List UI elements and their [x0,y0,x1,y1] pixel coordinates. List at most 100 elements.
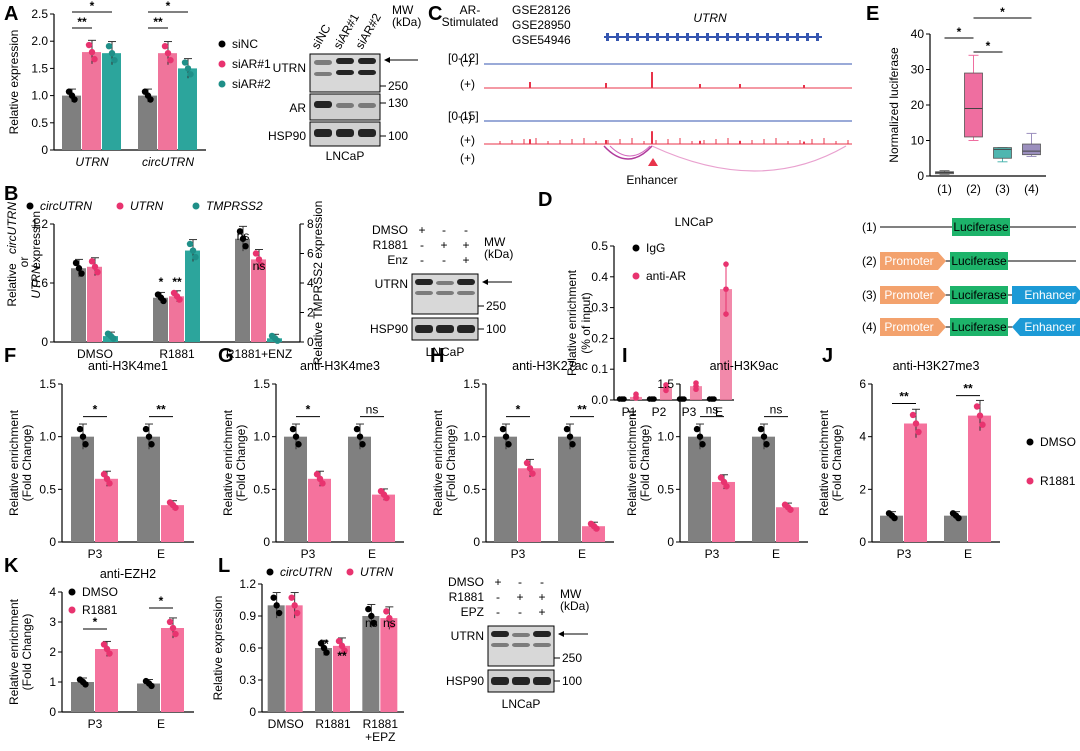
legend-dot [1026,438,1034,446]
blot-band [491,677,509,685]
mw-mark: 250 [486,299,506,313]
x-tick-label: P3 [511,547,526,561]
gene-exon [656,33,659,41]
x-tick-label: UTRN [75,155,109,169]
data-point [192,253,199,261]
mw-label: MW (kDa) [484,235,513,261]
data-point [82,681,89,688]
gene-exon [616,33,619,41]
scale-label: [0-12] [448,51,479,65]
condition-sign: + [516,590,523,604]
data-point [186,240,194,248]
data-point [757,425,765,433]
bar-circUTRN [362,616,380,712]
legend-label: TMPRSS2 [206,199,263,213]
gene-exon [786,33,789,41]
bar-circUTRN [71,268,86,342]
panel-letter-j: J [822,345,833,367]
mw-label: MW (kDa) [560,587,589,613]
promoter-block [880,252,946,270]
y-axis-label: Relative enrichment [221,409,235,516]
legend-dot [68,588,76,596]
y-tick-label-right: 6 [307,247,314,261]
legend-dot [192,202,200,210]
y-tick-label: 1.5 [31,61,48,75]
scale-label: [0-15] [448,109,479,123]
bar-UTRN [87,266,102,342]
data-point [169,624,177,632]
x-tick-label: E [964,547,972,561]
data-point [100,641,108,648]
condition-label: DMSO [372,223,408,237]
y-tick-label: 6 [859,377,866,391]
gene-exon [806,33,809,41]
legend-dot [632,272,640,280]
x-tick-label: P3 [301,547,316,561]
enhancer-block [1012,318,1080,336]
data-point [693,386,699,393]
data-point [292,433,300,440]
blot-band [336,70,354,75]
x-tick-label: E [157,717,165,731]
chromatin-loop [651,145,847,172]
data-point [172,504,179,511]
box [964,72,983,138]
x-tick-label: DMSO [77,347,113,361]
bar-DMSO [71,682,94,712]
enhancer-marker [648,158,658,166]
legend-label: circUTRN [40,199,92,213]
row-label: HSP90 [446,674,484,688]
chart-D: 0.0 0.1 0.2 0.3 0.4 0.5 Relative enrichment (% … [565,215,734,419]
legend-dot [218,40,226,48]
condition-sign: + [538,605,545,619]
sig-label: ns [706,403,719,417]
mw-mark: 250 [562,651,582,665]
sig-label: * [166,0,171,13]
bar-R1881 [161,628,184,712]
data-point [787,506,794,513]
mw-label-line: MW [392,3,414,17]
cell-line-label: LNCaP [326,149,365,163]
data-point [915,428,922,436]
luciferase-block [950,286,1008,304]
sig-label: ** [172,275,182,289]
chart-title: anti-H3K4me3 [300,359,380,373]
track-strand: (+) [460,133,475,147]
sig-label: * [93,615,98,629]
y-tick-label-right: 2 [307,306,314,320]
legend-dot [116,202,124,210]
y-tick-label: 0 [473,535,480,549]
chart-title: anti-H3K27me3 [893,359,980,373]
data-point [499,425,507,433]
data-point [108,49,116,57]
bar-R1881 [712,481,735,542]
data-point [593,525,600,532]
data-point [145,433,153,440]
data-point [295,441,302,448]
sig-label: ns [366,403,379,417]
bar-R1881 [161,505,184,542]
legend-label: UTRN [130,199,164,213]
condition-sign: - [420,238,424,252]
gene-exon [816,33,819,41]
sig-label: * [93,403,98,417]
data-point [91,55,98,63]
data-point [106,650,113,657]
condition-sign: - [464,223,468,237]
chart-G: 0 0.5 1.0 1.5 Relative enrichment (Fold Chang… [221,359,404,561]
luciferase-label: Luciferase [951,254,1007,268]
gse-id: GSE28126 [512,3,571,17]
construct-id: (2) [862,254,877,268]
bar-DMSO [137,683,160,712]
panel-letter-b: B [4,183,18,205]
y-tick-label: 40 [911,27,925,41]
x-tick-label: DMSO [268,717,304,731]
blot-band [457,279,475,285]
data-point [255,256,263,263]
y-axis-label: (Fold Change) [830,425,844,502]
construct-id: (3) [862,288,877,302]
legend-label: DMSO [1040,435,1076,449]
sig-label: ** [153,15,163,29]
sig-label: ns [365,616,378,630]
